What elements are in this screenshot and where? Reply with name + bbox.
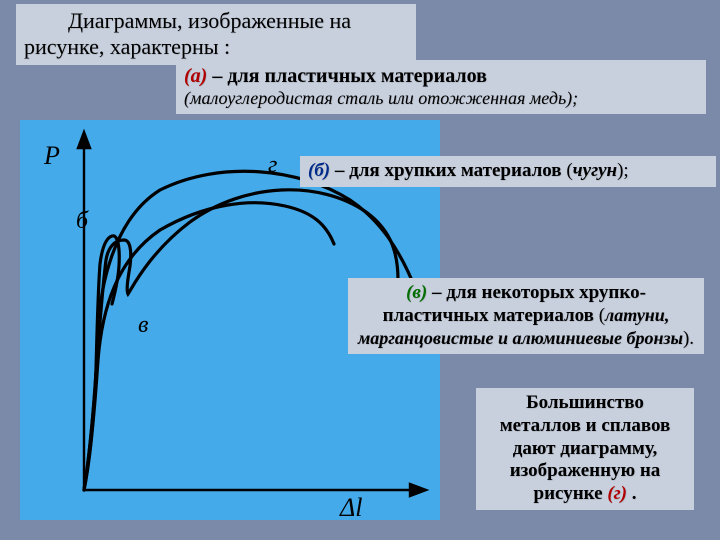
curve-label-g: г xyxy=(268,152,277,178)
desc-v-text1: для некоторых хрупко- xyxy=(446,282,646,303)
letter-g: (г) xyxy=(607,483,627,504)
y-axis-label: P xyxy=(43,141,60,170)
desc-g-text1: Большинство металлов и сплавов дают диаг… xyxy=(500,392,671,504)
desc-a-text: для пластичных материалов xyxy=(227,65,487,87)
sub-a: (малоуглеродистая сталь или отожженная м… xyxy=(184,88,698,110)
letter-b: (б) xyxy=(308,160,330,181)
note-b-close: ); xyxy=(617,160,629,181)
note-v-close: ). xyxy=(683,328,694,349)
desc-v-text2: пластичных материалов xyxy=(383,305,599,326)
intro-line2: рисунке, характерны : xyxy=(24,34,230,59)
dash-a: – xyxy=(207,65,227,87)
dash-b: – xyxy=(330,160,349,181)
dash-v: – xyxy=(427,282,446,303)
x-axis-label: Δl xyxy=(339,493,362,520)
letter-v: (в) xyxy=(406,282,427,303)
desc-g: Большинство металлов и сплавов дают диаг… xyxy=(476,388,694,510)
desc-a: (а) – для пластичных материалов (малоугл… xyxy=(176,60,706,114)
desc-b: (б) – для хрупких материалов (чугун); xyxy=(300,156,716,187)
curve-label-b: б xyxy=(76,208,89,234)
desc-g-text2: . xyxy=(627,483,637,504)
slide: P Δl а б в г Диаграммы, изображенные на … xyxy=(0,0,720,540)
curve-label-v: в xyxy=(138,312,148,338)
desc-v: (в) – для некоторых хрупко- пластичных м… xyxy=(348,278,704,354)
intro-text: Диаграммы, изображенные на рисунке, хара… xyxy=(16,4,416,65)
note-b: чугун xyxy=(573,160,617,181)
intro-line1: Диаграммы, изображенные на xyxy=(24,8,408,34)
desc-b-text: для хрупких материалов xyxy=(349,160,566,181)
letter-a: (а) xyxy=(184,65,207,87)
